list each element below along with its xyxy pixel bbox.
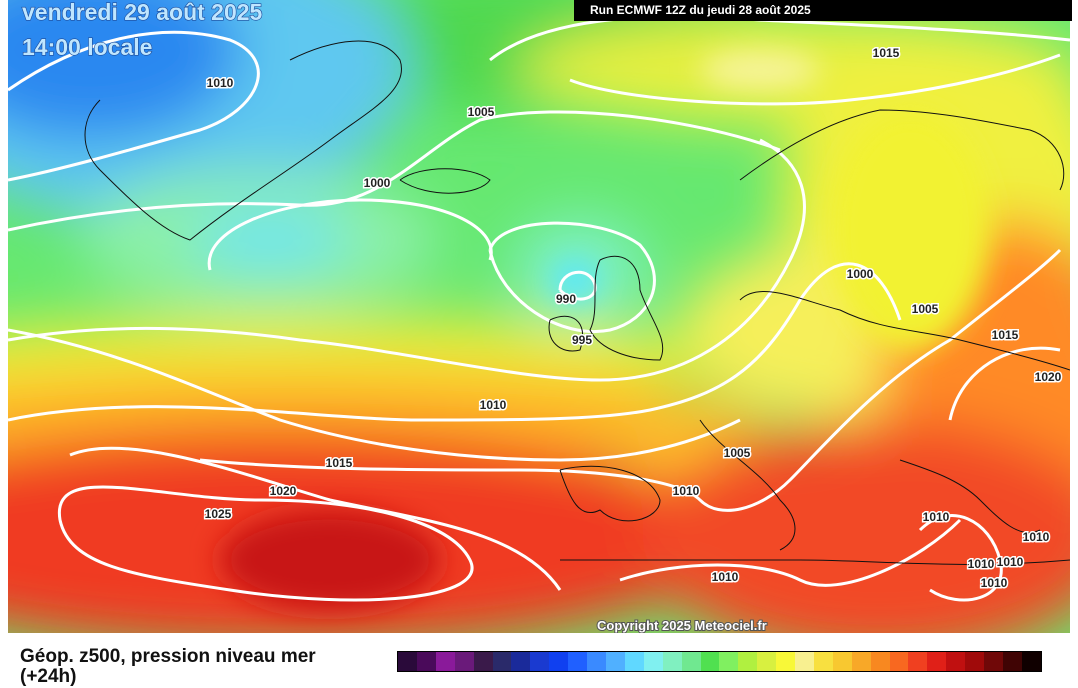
color-swatch: [908, 652, 928, 671]
isobar-labels: 1010 1005 1015 1000 990 995 1000 1005 1015 1020 10…: [203, 45, 1063, 592]
color-swatch: [776, 652, 796, 671]
isobar-label: 1010: [981, 576, 1008, 590]
isobar-label: 1015: [326, 456, 353, 470]
color-swatch: [700, 652, 720, 671]
color-swatch: [681, 652, 701, 671]
color-swatch: [870, 652, 890, 671]
forecast-time: 14:00 locale: [22, 34, 152, 60]
color-swatch: [549, 652, 569, 671]
field: 1010 1005 1015 1000 990 995 1000 1005 1015 1020 10…: [8, 0, 1070, 633]
color-swatch: [492, 652, 512, 671]
legend-subtitle: (+24h): [20, 666, 77, 687]
color-swatch: [965, 652, 985, 671]
color-swatch: [946, 652, 966, 671]
color-swatch: [795, 652, 814, 671]
isobar-label: 1010: [923, 510, 950, 524]
isobar-label: 1000: [364, 176, 391, 190]
color-swatch: [416, 652, 436, 671]
color-swatch: [813, 652, 833, 671]
color-swatch: [1003, 652, 1022, 671]
isobar-label: 1005: [912, 302, 939, 316]
isobar-label: 1010: [997, 555, 1024, 569]
color-swatch: [473, 652, 493, 671]
isobar-label: 1005: [468, 105, 495, 119]
color-swatch: [1021, 652, 1041, 671]
run-info: Run ECMWF 12Z du jeudi 28 août 2025: [590, 3, 811, 17]
isobar-label: 1010: [673, 484, 700, 498]
isobar-label: 1010: [712, 570, 739, 584]
color-swatch: [832, 652, 852, 671]
weather-map: 1010 1005 1015 1000 990 995 1000 1005 1015 1020 10…: [8, 0, 1072, 633]
isobar-label: 1010: [480, 398, 507, 412]
isobar-label: 1010: [1023, 530, 1050, 544]
isobar-label: 1010: [968, 557, 995, 571]
isobar-label: 1025: [205, 507, 232, 521]
coastlines: [84, 40, 1070, 565]
color-swatch: [719, 652, 739, 671]
isobar-label: 1010: [207, 76, 234, 90]
color-swatch: [587, 652, 606, 671]
color-swatch: [568, 652, 588, 671]
legend-title: Géop. z500, pression niveau mer: [20, 646, 316, 667]
color-swatch: [530, 652, 550, 671]
run-box: [574, 0, 1072, 21]
isobar-label: 1015: [992, 328, 1019, 342]
isobar-label: 995: [572, 333, 592, 347]
isobar-label: 990: [556, 292, 576, 306]
isobar-label: 1020: [270, 484, 297, 498]
isobar-label: 1005: [724, 446, 751, 460]
color-swatch: [643, 652, 663, 671]
color-swatch: [511, 652, 531, 671]
color-swatch: [662, 652, 682, 671]
color-swatch: [435, 652, 455, 671]
isobar-label: 1015: [873, 46, 900, 60]
color-swatch: [984, 652, 1003, 671]
color-swatch: [738, 652, 758, 671]
forecast-date: vendredi 29 août 2025: [22, 0, 263, 25]
isobar-label: 1020: [1035, 370, 1062, 384]
color-swatch: [927, 652, 947, 671]
isobar-label: 1000: [847, 267, 874, 281]
color-swatch: [398, 652, 417, 671]
color-swatch: [605, 652, 625, 671]
color-swatch: [889, 652, 909, 671]
color-swatch: [851, 652, 871, 671]
color-scale: [397, 651, 1042, 672]
color-swatch: [454, 652, 474, 671]
color-swatch: [757, 652, 777, 671]
copyright: Copyright 2025 Meteociel.fr: [597, 618, 767, 633]
color-swatch: [624, 652, 644, 671]
